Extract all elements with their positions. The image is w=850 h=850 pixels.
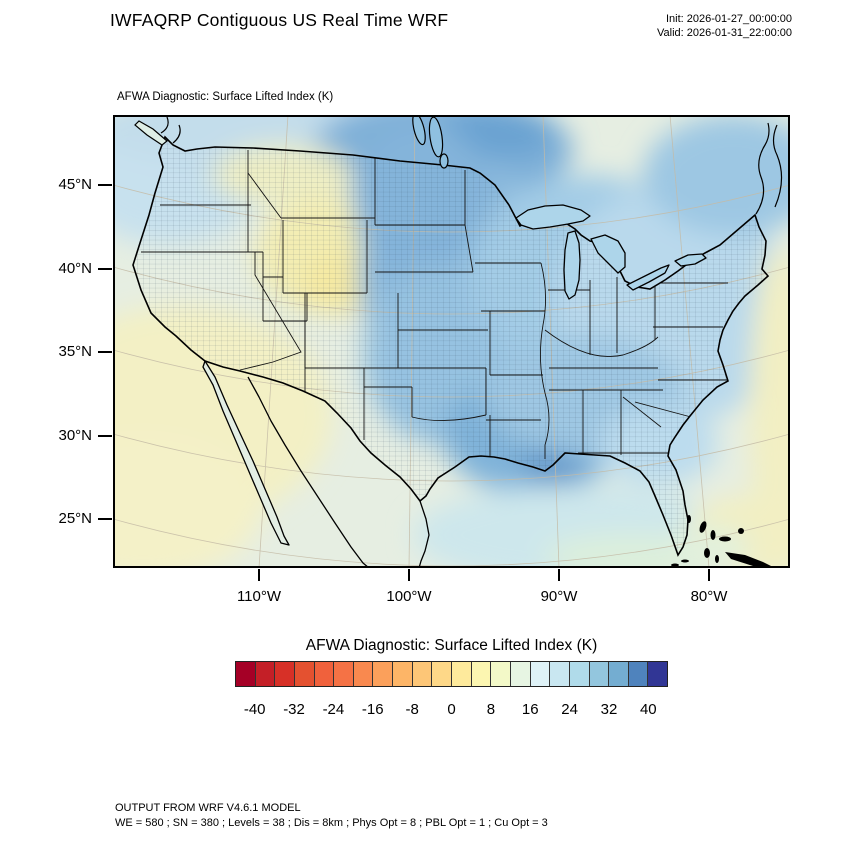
colorbar-tick-label: -16 (361, 701, 384, 718)
colorbar-cell (628, 662, 649, 686)
colorbar-cell (569, 662, 590, 686)
colorbar-tick-label: 0 (447, 701, 456, 718)
colorbar-cell (589, 662, 610, 686)
colorbar-tick-label: -40 (243, 701, 266, 718)
colorbar-title: AFWA Diagnostic: Surface Lifted Index (K… (305, 637, 598, 654)
colorbar-tick-label: 8 (486, 701, 496, 718)
lat-tick-label: 35°N (58, 343, 92, 360)
colorbar-cell (609, 662, 629, 686)
lon-tick-mark (558, 569, 560, 581)
colorbar-cell (550, 662, 570, 686)
colorbar-cell (294, 662, 315, 686)
colorbar-cell (471, 662, 492, 686)
colorbar-tick-label: 24 (561, 701, 578, 718)
lon-tick-mark (258, 569, 260, 581)
map-border (113, 115, 790, 568)
colorbar-cell (236, 662, 256, 686)
great-lakes (515, 204, 707, 300)
colorbar-cell (373, 662, 394, 686)
lon-tick-label: 80°W (690, 588, 728, 605)
model-info-line2: WE = 580 ; SN = 380 ; Levels = 38 ; Dis … (115, 817, 548, 829)
lat-tick-label: 30°N (58, 426, 92, 444)
model-info-line1: OUTPUT FROM WRF V4.6.1 MODEL (115, 802, 301, 814)
colorbar-cell (412, 662, 433, 686)
lon-tick-label: 110°W (236, 588, 282, 605)
lat-tick-mark (98, 184, 112, 186)
field-label: AFWA Diagnostic: Surface Lifted Index (K… (117, 91, 334, 103)
colorbar-tick-label: 32 (600, 701, 618, 718)
colorbar-cell (393, 662, 413, 686)
colorbar-cell (275, 662, 295, 686)
lat-tick-mark (98, 267, 112, 270)
colorbar-cell (491, 662, 511, 686)
init-time-label: Init: 2026-01-27_00:00:00 (666, 13, 792, 25)
lat-tick-mark (98, 434, 112, 437)
us-weather-map (113, 115, 790, 568)
lon-tick-mark (708, 569, 710, 581)
lat-tick-label: 40°N (58, 259, 92, 277)
lon-tick-label: 90°W (540, 588, 578, 605)
colorbar-cell (255, 662, 276, 686)
islands-cuba-bahamas (671, 515, 775, 568)
state-boundaries (141, 147, 733, 467)
canada-coast-and-lakes (134, 115, 783, 215)
colorbar-cell (314, 662, 335, 686)
lat-tick-mark (98, 518, 112, 520)
mexico-coastlines (202, 360, 430, 568)
page-title: IWFAQRP Contiguous US Real Time WRF (110, 10, 449, 30)
colorbar-tick-label: -32 (283, 701, 305, 718)
colorbar-cell (510, 662, 531, 686)
colorbar-cell (353, 662, 374, 686)
run-info: Init: 2026-01-27_00:00:00 Valid: 2026-01… (560, 12, 792, 40)
lon-tick-mark (408, 569, 410, 581)
colorbar-swatches (235, 661, 668, 687)
colorbar-cell (452, 662, 472, 686)
colorbar-cell (334, 662, 354, 686)
colorbar-cell (648, 662, 668, 686)
colorbar-tick-label: 40 (639, 701, 657, 718)
lat-tick-mark (98, 351, 112, 353)
lat-tick-label: 25°N (58, 510, 92, 527)
valid-time-label: Valid: 2026-01-31_22:00:00 (657, 27, 792, 39)
model-info: OUTPUT FROM WRF V4.6.1 MODEL WE = 580 ; … (115, 801, 548, 831)
colorbar-cell (432, 662, 453, 686)
colorbar-cell (530, 662, 551, 686)
colorbar-tick-label: -8 (405, 701, 419, 718)
colorbar-tick-label: 16 (521, 701, 539, 718)
lon-tick-label: 100°W (386, 588, 432, 605)
lat-tick-label: 45°N (58, 176, 92, 193)
colorbar-tick-label: -24 (322, 701, 345, 718)
